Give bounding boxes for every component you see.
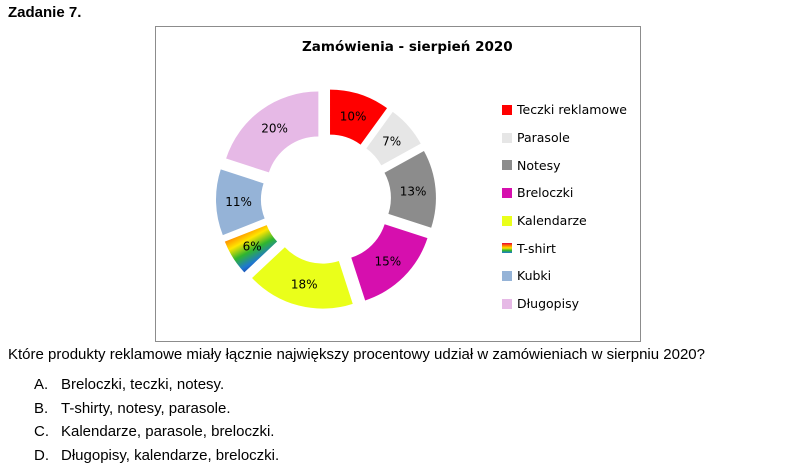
slice-teczki-reklamowe	[330, 89, 388, 145]
legend-swatch	[502, 270, 512, 281]
legend-label: Długopisy	[517, 296, 579, 312]
legend-swatch	[502, 160, 512, 171]
chart-legend: Teczki reklamowe Parasole Notesy Breloczki K…	[502, 96, 627, 318]
slice-label-notesy: 13%	[400, 184, 427, 198]
donut-chart: 10% 7% 13% 15% 18% 6% 11% 20%	[216, 89, 436, 309]
legend-label: Notesy	[517, 157, 561, 173]
slice-label-kalendarze: 18%	[291, 277, 318, 291]
chart-area: Zamówienia - sierpień 2020 10% 7% 13% 15% 18…	[155, 26, 641, 342]
answer-text: Breloczki, teczki, notesy.	[61, 376, 225, 393]
legend-label: Parasole	[517, 130, 570, 146]
legend-label: Teczki reklamowe	[517, 102, 627, 118]
legend-label: Kubki	[517, 268, 552, 284]
answer-letter: B.	[34, 399, 49, 417]
answer-option-c[interactable]: C. Kalendarze, parasole, breloczki.	[34, 423, 279, 447]
task-title: Zadanie 7.	[8, 4, 82, 21]
slice-label-breloczki: 15%	[375, 254, 402, 268]
legend-label: Kalendarze	[517, 213, 587, 229]
legend-swatch	[502, 298, 512, 309]
slice-breloczki	[351, 224, 428, 301]
answer-text: T-shirty, notesy, parasole.	[61, 399, 231, 417]
legend-label: Breloczki	[517, 185, 574, 201]
answer-letter: A.	[34, 376, 49, 393]
legend-item-parasole: Parasole	[502, 124, 627, 152]
legend-item-notesy: Notesy	[502, 151, 627, 179]
slice-notesy	[384, 151, 436, 228]
slice-kalendarze	[252, 247, 353, 309]
slice-label-kubki: 11%	[225, 195, 252, 209]
legend-swatch	[502, 104, 512, 115]
answer-letter: D.	[34, 446, 49, 464]
slice-dlugopisy	[226, 91, 319, 173]
legend-swatch	[502, 187, 512, 198]
answer-text: Kalendarze, parasole, breloczki.	[61, 423, 275, 440]
legend-item-dlugopisy: Długopisy	[502, 290, 627, 318]
legend-label: T-shirt	[517, 240, 556, 256]
question-text: Które produkty reklamowe miały łącznie n…	[8, 346, 705, 363]
slice-label-dlugopisy: 20%	[261, 122, 288, 136]
legend-swatch	[502, 215, 512, 226]
legend-swatch	[502, 243, 512, 254]
answer-option-d[interactable]: D. Długopisy, kalendarze, breloczki.	[34, 447, 279, 471]
slice-label-t-shirt: 6%	[243, 239, 262, 253]
slice-parasole	[366, 111, 421, 166]
slice-t-shirt	[224, 225, 278, 273]
answer-letter: C.	[34, 423, 49, 440]
chart-title: Zamówienia - sierpień 2020	[302, 39, 513, 55]
legend-item-teczki-reklamowe: Teczki reklamowe	[502, 96, 627, 124]
slice-kubki	[216, 169, 265, 236]
slice-label-parasole: 7%	[382, 135, 401, 149]
answer-option-a[interactable]: A. Breloczki, teczki, notesy.	[34, 376, 279, 400]
legend-item-t-shirt: T-shirt	[502, 234, 627, 262]
legend-item-kubki: Kubki	[502, 262, 627, 290]
legend-item-breloczki: Breloczki	[502, 179, 627, 207]
slice-label-teczki-reklamowe: 10%	[340, 109, 367, 123]
answer-option-b[interactable]: B. T-shirty, notesy, parasole.	[34, 400, 279, 424]
legend-item-kalendarze: Kalendarze	[502, 207, 627, 235]
legend-swatch	[502, 132, 512, 143]
answer-list: A. Breloczki, teczki, notesy. B. T-shirt…	[34, 376, 279, 470]
answer-text: Długopisy, kalendarze, breloczki.	[61, 446, 280, 464]
